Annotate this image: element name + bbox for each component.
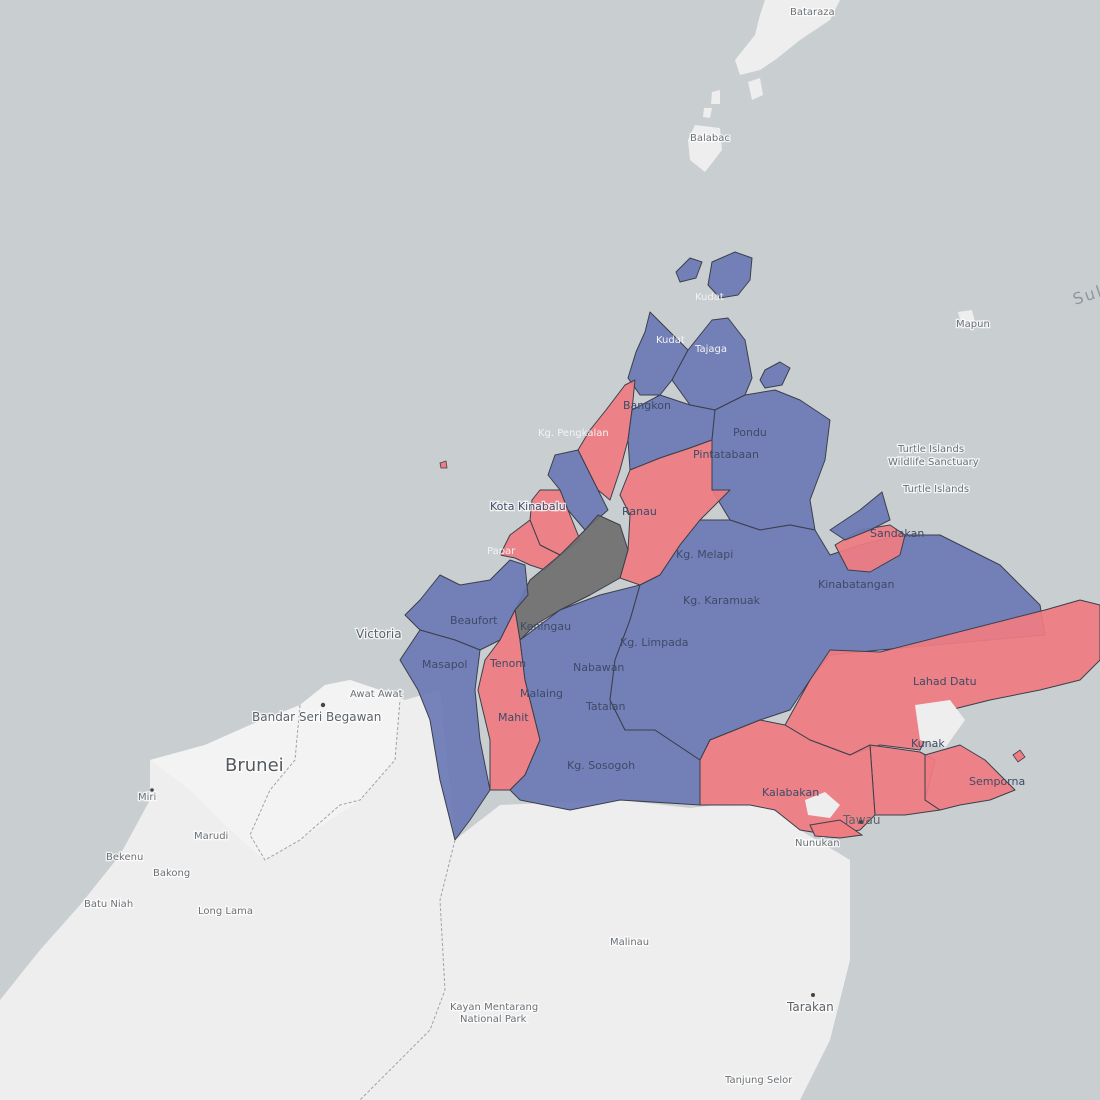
region-kudat[interactable] [627, 311, 689, 396]
region-semporna[interactable] [924, 744, 1016, 811]
label-bandar-seri-begawan: Bandar Seri Begawan [252, 710, 381, 724]
label-tarakan: Tarakan [786, 1000, 834, 1014]
label-semporna: Semporna [969, 775, 1025, 788]
city-dot-bandar-seri-begawan [320, 702, 326, 708]
label-turtle-islands-ws-2: Wildlife Sanctuary [888, 457, 979, 468]
island-mapun [958, 310, 975, 326]
label-kayan-mentarang-1: Kayan Mentarang [450, 1002, 538, 1013]
island-balabac-small-2 [703, 108, 712, 118]
city-dot-miri [150, 788, 154, 792]
region-keningau-north[interactable] [514, 514, 629, 641]
island-mengalum [439, 460, 448, 469]
label-mapun: Mapun [956, 319, 990, 330]
region-banggi[interactable] [707, 251, 753, 299]
label-kalabakan: Kalabakan [762, 786, 819, 799]
label-kg-limpada: Kg. Limpada [620, 636, 689, 649]
island-si-amil [1012, 749, 1026, 763]
label-brunei: Brunei [225, 755, 284, 776]
label-kayan-mentarang-2: National Park [460, 1014, 527, 1025]
label-kg-sosogoh: Kg. Sosogoh [567, 759, 635, 772]
label-nunukan: Nunukan [795, 838, 840, 849]
region-balambangan[interactable] [675, 257, 703, 283]
label-awat-awat: Awat Awat [350, 689, 403, 700]
label-batu-niah: Batu Niah [84, 899, 133, 910]
borders [249, 699, 456, 1100]
label-malaing: Malaing [520, 687, 563, 700]
label-tawau: Tawau [842, 813, 880, 827]
label-turtle-islands-ws-1: Turtle Islands [897, 444, 964, 455]
label-nabawan: Nabawan [573, 661, 624, 674]
region-sandakan-north[interactable] [829, 491, 891, 541]
island-bataraza-small [748, 78, 763, 100]
sabah-districts [399, 251, 1100, 841]
region-sipitang[interactable] [399, 629, 491, 841]
label-keningau: Keningau [520, 620, 571, 633]
region-kota-belud[interactable] [577, 379, 636, 501]
label-tanjung-selor: Tanjung Selor [724, 1075, 793, 1086]
label-kg-pengkalan: Kg. Pengkalan [538, 428, 609, 439]
map-labels: Bataraza Balabac Kudat Kudat Tajaga Bang… [83, 6, 1100, 1088]
region-tajaga[interactable] [671, 317, 753, 411]
label-lahad-datu: Lahad Datu [913, 675, 977, 688]
label-kota-kinabalu: Kota Kinabalu [490, 500, 566, 513]
label-tatalan: Tatalan [585, 700, 625, 713]
border-kalimantan [359, 839, 456, 1100]
island-palawan [735, 0, 840, 75]
label-long-lama: Long Lama [198, 906, 253, 917]
city-dots [150, 702, 863, 997]
label-bakong: Bakong [153, 868, 190, 879]
label-masapol: Masapol [422, 658, 467, 671]
city-dot-tarakan [811, 993, 815, 997]
region-island-small[interactable] [759, 361, 791, 389]
label-pintatabaan: Pintatabaan [693, 448, 759, 461]
island-balabac-small-1 [711, 90, 720, 104]
island-lahad-bay [915, 700, 965, 748]
label-beaufort: Beaufort [450, 614, 498, 627]
label-marudi: Marudi [194, 831, 228, 842]
label-bekenu: Bekenu [106, 852, 143, 863]
island-tarakan [790, 970, 825, 1020]
label-pondu: Pondu [733, 426, 767, 439]
label-bangkon: Bangkon [623, 399, 671, 412]
label-victoria: Victoria [356, 627, 402, 641]
city-dot-tawau [859, 820, 863, 824]
label-kg-melapi: Kg. Melapi [676, 548, 733, 561]
island-nunukan [805, 792, 840, 818]
label-mahit: Mahit [498, 711, 529, 724]
label-balabac: Balabac [690, 133, 730, 144]
label-kinabatangan: Kinabatangan [818, 578, 894, 591]
label-papar: Papar [487, 546, 516, 557]
label-kudat-town: Kudat [695, 292, 724, 303]
label-kudat: Kudat [656, 335, 685, 346]
label-kg-karamuak: Kg. Karamuak [683, 594, 761, 607]
label-bataraza: Bataraza [790, 7, 835, 18]
label-tenom: Tenom [489, 657, 526, 670]
label-ranau: Ranau [622, 505, 657, 518]
label-miri: Miri [138, 792, 156, 803]
label-turtle-islands: Turtle Islands [902, 484, 969, 495]
land-brunei [150, 680, 400, 860]
label-kunak: Kunak [911, 737, 945, 750]
label-malinau: Malinau [610, 937, 649, 948]
island-balabac [688, 125, 722, 172]
island-sebatik [809, 819, 864, 839]
border-brunei [249, 699, 401, 861]
label-tajaga: Tajaga [694, 344, 727, 355]
label-sandakan: Sandakan [870, 527, 924, 540]
